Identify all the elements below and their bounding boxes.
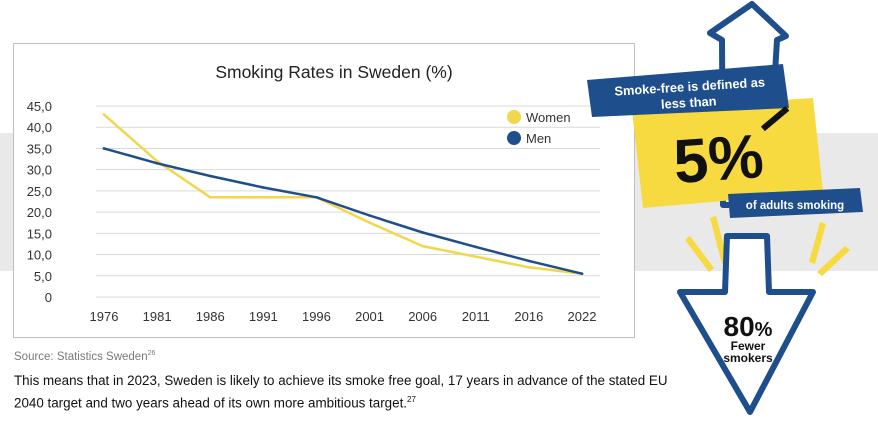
data-point-men xyxy=(421,231,424,234)
source-note: Source: Statistics Sweden26 xyxy=(14,350,155,363)
chart-card: Smoking Rates in Sweden (%) 45,0 40,0 35,0… xyxy=(13,43,635,338)
data-point-women xyxy=(208,195,212,199)
y-tick-label: 5,0 xyxy=(34,269,52,284)
data-point-men xyxy=(368,214,371,217)
x-tick-label: 2001 xyxy=(355,309,384,324)
series-line-men xyxy=(102,147,584,275)
y-tick-label: 0 xyxy=(45,290,52,305)
down-arrow xyxy=(677,233,816,415)
y-tick-label: 25,0 xyxy=(27,184,52,199)
x-tick-label: 2016 xyxy=(514,309,543,324)
data-point-women xyxy=(527,265,531,269)
percent-card xyxy=(632,98,823,208)
body-paragraph: This means that in 2023, Sweden is likel… xyxy=(14,371,674,412)
chart-title: Smoking Rates in Sweden (%) xyxy=(215,62,452,82)
banner-line-2: less than xyxy=(661,93,717,111)
big-percent-value: 5% xyxy=(671,122,765,197)
x-tick-label: 1976 xyxy=(90,309,119,324)
x-tick-label: 1981 xyxy=(143,309,172,324)
series-line-women xyxy=(102,113,584,275)
legend-label: Women xyxy=(526,110,571,125)
y-tick-label: 20,0 xyxy=(27,205,52,220)
data-point-men xyxy=(208,174,212,178)
y-tick-label: 40,0 xyxy=(27,120,52,135)
data-point-men xyxy=(262,186,265,189)
legend-label: Men xyxy=(526,131,551,146)
line-chart: Smoking Rates in Sweden (%) 45,0 40,0 35,0… xyxy=(27,62,600,324)
x-tick-label: 2011 xyxy=(462,309,490,324)
data-point-women xyxy=(474,255,478,258)
y-tick-label: 15,0 xyxy=(27,226,52,241)
x-tick-label: 1986 xyxy=(196,309,225,324)
x-tick-label: 1991 xyxy=(249,309,278,324)
data-point-women xyxy=(368,221,371,225)
definition-banner xyxy=(587,64,789,117)
source-footnote-ref: 26 xyxy=(147,350,156,357)
legend-marker-women xyxy=(507,110,521,124)
arrow-percent-value: 80% xyxy=(724,311,773,342)
y-tick-label: 35,0 xyxy=(27,141,52,156)
data-point-women xyxy=(421,244,424,248)
data-point-men xyxy=(474,245,478,249)
data-point-women xyxy=(102,113,106,116)
caption-text: of adults smoking xyxy=(746,200,844,212)
x-tick-label: 2006 xyxy=(408,309,437,324)
body-footnote-ref: 27 xyxy=(407,395,416,404)
data-point-men xyxy=(102,147,106,150)
cigarette-icon xyxy=(760,106,790,132)
y-tick-label: 45,0 xyxy=(27,99,52,114)
arrow-label-line-1: Fewer xyxy=(731,339,766,353)
source-label: Source: Statistics Sweden xyxy=(14,350,148,363)
legend-marker-men xyxy=(507,131,521,145)
x-tick-label: 1996 xyxy=(302,309,331,324)
x-tick-label: 2022 xyxy=(568,309,597,324)
data-point-women xyxy=(262,195,265,199)
arrow-label-line-2: smokers xyxy=(723,351,773,365)
body-text: This means that in 2023, Sweden is likel… xyxy=(14,373,668,411)
data-point-men xyxy=(580,272,584,275)
caption-strip xyxy=(728,188,863,218)
data-point-men xyxy=(155,162,159,165)
y-tick-label: 10,0 xyxy=(27,248,52,263)
y-tick-label: 30,0 xyxy=(27,163,52,178)
data-point-men xyxy=(315,195,318,199)
smoke-free-infographic: Smoke-free is defined as less than 5% of… xyxy=(587,1,863,415)
data-point-men xyxy=(527,259,531,263)
